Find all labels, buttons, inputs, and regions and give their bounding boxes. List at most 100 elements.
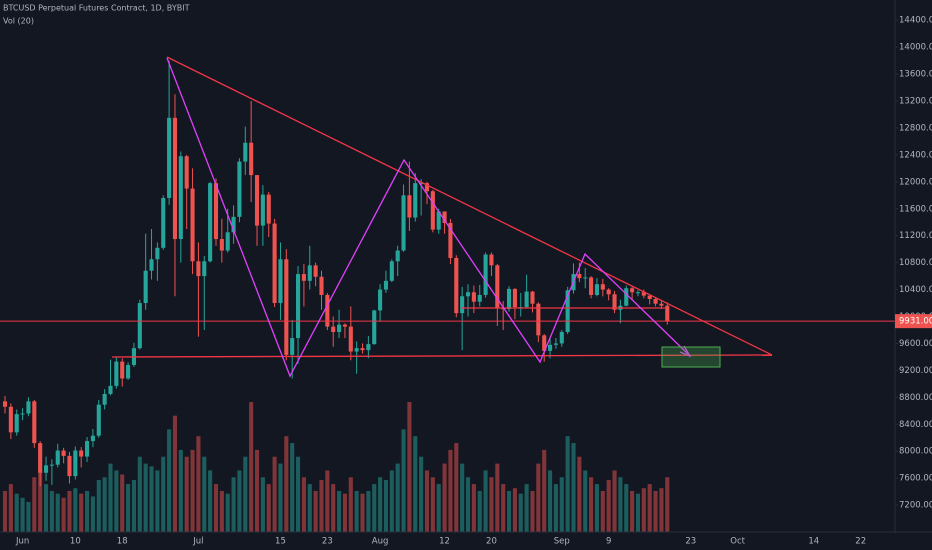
volume-bar [284, 436, 289, 532]
volume-bar [219, 490, 224, 532]
arrow-head [679, 345, 692, 358]
volume-bar [249, 402, 254, 532]
volume-bar [208, 470, 213, 532]
volume-bar [231, 477, 236, 532]
volume-bar [325, 470, 330, 532]
y-tick-label: 10400.00 [899, 285, 932, 295]
candle-body [149, 259, 154, 271]
volume-bar [155, 470, 160, 532]
candle-body [383, 280, 389, 290]
candle-body [219, 239, 224, 251]
candle-body [208, 183, 213, 262]
candle-body [196, 261, 201, 277]
candle-body [337, 324, 342, 332]
price-axis [895, 0, 932, 550]
volume-bar [266, 484, 271, 532]
candle-body [524, 291, 529, 308]
candle-body [213, 183, 219, 240]
candle-body [366, 344, 371, 351]
x-tick-label: 23 [322, 537, 333, 547]
candle-body [79, 450, 84, 457]
candle-body [606, 289, 611, 295]
volume-bar [32, 477, 37, 532]
volume-bar [319, 480, 324, 532]
volume-bar [606, 480, 611, 532]
candle-body [430, 191, 435, 230]
volume-bar [290, 443, 295, 532]
candle-body [143, 270, 148, 304]
volume-bar [295, 456, 301, 532]
x-tick-label: Aug [372, 537, 389, 547]
price-label-box [895, 314, 932, 329]
volume-bar [149, 466, 154, 532]
x-tick-label: 23 [685, 537, 696, 547]
candle-body [460, 296, 465, 314]
volume-bar [137, 456, 142, 532]
x-tick-label: 10 [70, 537, 81, 547]
volume-bar [73, 488, 78, 532]
volume-bar [600, 490, 605, 532]
volume-bar [307, 484, 312, 532]
volume-bar [126, 484, 131, 532]
y-tick-label: 14400.00 [899, 16, 932, 26]
candle-body [401, 195, 406, 251]
candle-body [90, 435, 95, 442]
volume-bar [61, 497, 66, 532]
zigzag [166, 57, 689, 378]
volume-bar [85, 490, 90, 532]
candle-body [114, 361, 119, 386]
candle-body [172, 117, 178, 240]
candle-body [612, 294, 617, 310]
candle-body [530, 291, 535, 304]
candle-body [348, 326, 353, 352]
candle-body [155, 247, 160, 260]
candle-body [32, 401, 37, 444]
volume-bar [90, 496, 95, 532]
volume-bar [553, 484, 558, 532]
volume-bar [143, 463, 148, 532]
candle-body [43, 465, 49, 473]
candle-body [290, 338, 295, 355]
volume-bar [624, 484, 629, 532]
candle-body [407, 195, 412, 218]
candle-body [137, 303, 142, 349]
volume-bar [536, 463, 541, 532]
volume-bar [79, 493, 84, 532]
volume-bar [483, 470, 488, 532]
volume-bar [120, 474, 125, 532]
volume-bar [506, 490, 512, 532]
volume-pane [2, 402, 670, 532]
volume-bar [372, 484, 377, 532]
volume-bar [49, 490, 54, 532]
volume-bar [495, 463, 500, 532]
candle-body [249, 142, 254, 176]
drawings [111, 56, 773, 378]
candle-body [577, 274, 582, 279]
volume-bar [401, 429, 406, 532]
candle-body [49, 464, 54, 466]
y-tick-label: 11200.00 [899, 231, 932, 241]
volume-bar [243, 456, 248, 532]
candle-body [184, 156, 189, 189]
candle-body [465, 292, 471, 297]
volume-bar [8, 484, 13, 532]
volume-bar [424, 470, 430, 532]
candle-body [243, 142, 248, 162]
volume-bar [542, 449, 547, 532]
volume-title: Vol (20) [3, 17, 34, 26]
candle-body [26, 401, 31, 414]
x-tick-label: 22 [855, 537, 866, 547]
volume-bar [272, 456, 277, 532]
candle-body [278, 259, 283, 304]
candle-body [67, 455, 72, 477]
candle-body [548, 344, 553, 351]
x-tick-label: Jun [15, 537, 29, 547]
candle-body [325, 294, 330, 327]
candle-body [225, 232, 230, 251]
candle-body [559, 331, 564, 344]
volume-bar [348, 477, 353, 532]
volume-bar [630, 490, 635, 532]
candle-body [536, 303, 541, 336]
candle-body [120, 361, 125, 379]
candle-body [553, 343, 558, 345]
